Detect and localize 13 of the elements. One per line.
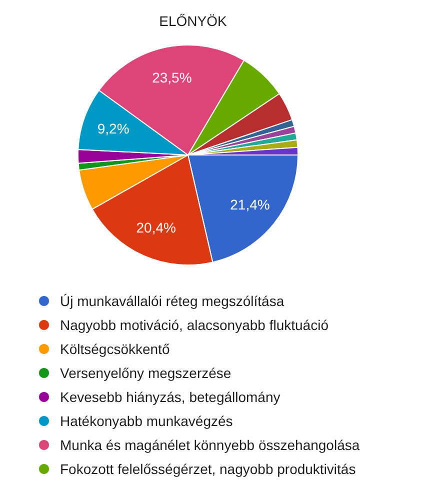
legend-label: Nagyobb motiváció, alacsonyabb fluktuáció [60, 317, 329, 333]
legend-label: Munka és magánélet könnyebb összehangolása [60, 437, 360, 453]
legend-label: Versenyelőny megszerzése [60, 365, 232, 381]
data-label: 21,4% [230, 196, 270, 212]
chart-title: ELŐNYÖK [159, 13, 228, 29]
data-label: 9,2% [97, 120, 130, 137]
legend-label: Hatékonyabb munkavégzés [60, 413, 233, 429]
legend-label: Költségcsökkentő [60, 341, 170, 357]
data-label: 20,4% [136, 219, 176, 236]
data-label: 23,5% [152, 69, 192, 86]
legend-label: Kevesebb hiányzás, betegállomány [60, 389, 280, 405]
legend-label: Fokozott felelősségérzet, nagyobb produktivitás [60, 461, 356, 477]
legend-label: Új munkavállalói réteg megszólítása [60, 293, 284, 309]
